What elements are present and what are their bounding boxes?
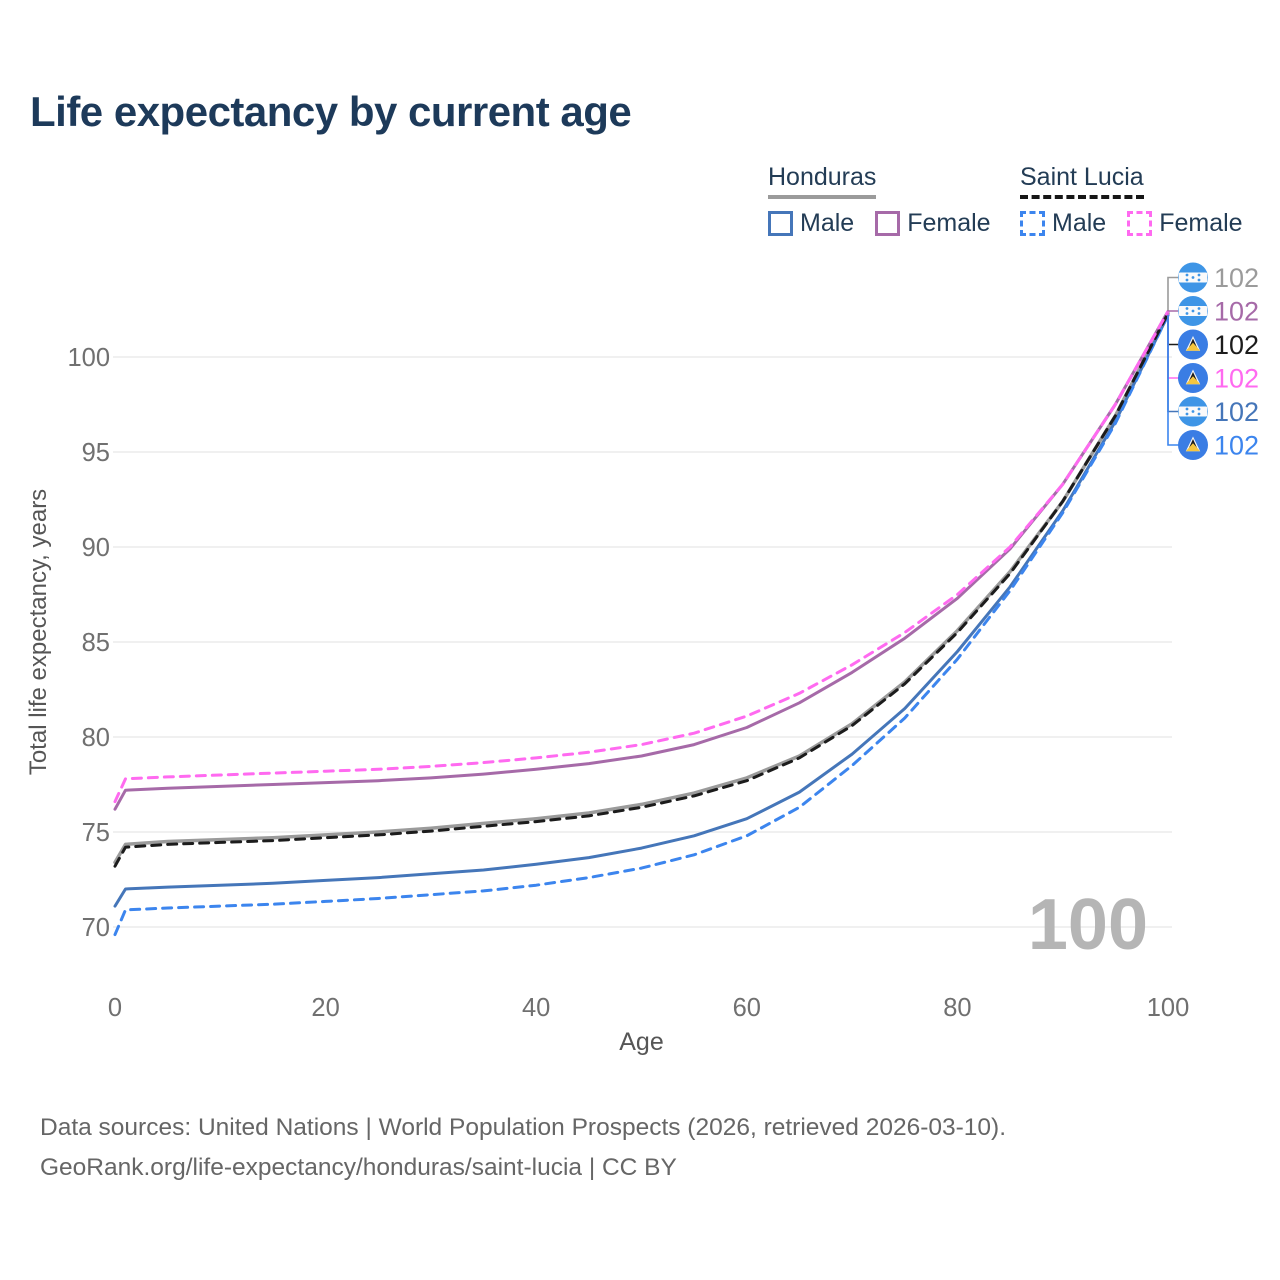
y-tick-label-75: 75	[82, 819, 110, 847]
end-value-label-honduras-male: 102	[1214, 397, 1259, 427]
legend: Honduras Male Female Saint Lucia Male Fe…	[0, 163, 1280, 243]
legend-item-label: Male	[1052, 208, 1107, 237]
x-tick-label-100: 100	[1147, 994, 1190, 1022]
end-label-connector-saint-lucia-male	[1167, 315, 1181, 446]
legend-item-label: Female	[1159, 208, 1243, 237]
source-attribution: Data sources: United Nations | World Pop…	[40, 1108, 1006, 1188]
y-tick-label-100: 100	[67, 344, 110, 372]
series-line-honduras-male[interactable]	[113, 313, 1170, 908]
end-value-label-saint-lucia-female: 102	[1214, 364, 1259, 394]
legend-group-honduras: Honduras Male Female	[768, 163, 1012, 238]
y-axis-title: Total life expectancy, years	[25, 489, 52, 775]
y-tick-label-80: 80	[82, 724, 110, 752]
end-value-label-saint-lucia-total: 102	[1214, 330, 1259, 360]
saint-lucia-female-swatch-icon	[1127, 210, 1153, 236]
honduras-flag-icon	[1178, 262, 1208, 293]
end-label-connector-honduras-male	[1167, 315, 1181, 413]
legend-item-label: Male	[800, 208, 855, 237]
y-tick-label-70: 70	[82, 914, 110, 942]
end-value-label-honduras-female: 102	[1214, 297, 1259, 327]
x-tick-label-0: 0	[108, 994, 122, 1022]
series-line-saint-lucia-female[interactable]	[113, 309, 1170, 804]
saint-lucia-flag-icon	[1178, 329, 1208, 360]
legend-item-label: Female	[907, 208, 991, 237]
honduras-female-swatch-icon	[875, 210, 901, 236]
legend-item-saint-lucia-male[interactable]: Male	[1020, 209, 1106, 238]
honduras-male-swatch-icon	[768, 210, 793, 236]
end-value-label-saint-lucia-male: 102	[1214, 431, 1259, 461]
legend-item-honduras-female[interactable]: Female	[875, 208, 991, 238]
current-age-watermark: 100	[1028, 885, 1148, 965]
y-tick-label-95: 95	[82, 439, 110, 467]
y-tick-label-90: 90	[82, 534, 110, 562]
x-tick-label-40: 40	[522, 994, 550, 1022]
legend-country-honduras[interactable]: Honduras	[768, 163, 877, 199]
legend-item-saint-lucia-female[interactable]: Female	[1127, 208, 1243, 238]
series-line-saint-lucia-male[interactable]	[113, 313, 1170, 937]
legend-item-honduras-male[interactable]: Male	[768, 209, 854, 238]
end-value-label-honduras-total: 102	[1214, 263, 1259, 293]
saint-lucia-male-swatch-icon	[1020, 210, 1045, 236]
attribution-link-line[interactable]: GeoRank.org/life-expectancy/honduras/sai…	[40, 1154, 677, 1181]
x-tick-label-20: 20	[311, 994, 339, 1022]
saint-lucia-flag-icon	[1178, 430, 1208, 460]
series-line-saint-lucia-total[interactable]	[113, 311, 1170, 868]
honduras-flag-icon	[1178, 296, 1208, 326]
x-tick-label-80: 80	[943, 994, 971, 1022]
series-line-honduras-female[interactable]	[113, 309, 1170, 811]
saint-lucia-flag-icon	[1178, 363, 1208, 393]
x-axis-title: Age	[619, 1028, 663, 1056]
end-label-connector-honduras-total	[1167, 276, 1181, 314]
page-title: Life expectancy by current age	[30, 88, 632, 135]
honduras-flag-icon	[1178, 396, 1208, 427]
data-sources-line: Data sources: United Nations | World Pop…	[40, 1114, 1007, 1141]
legend-country-saint-lucia[interactable]: Saint Lucia	[1020, 163, 1144, 199]
legend-group-saint-lucia: Saint Lucia Male Female	[1020, 163, 1264, 238]
y-tick-label-85: 85	[82, 629, 110, 657]
x-tick-label-60: 60	[733, 994, 761, 1022]
